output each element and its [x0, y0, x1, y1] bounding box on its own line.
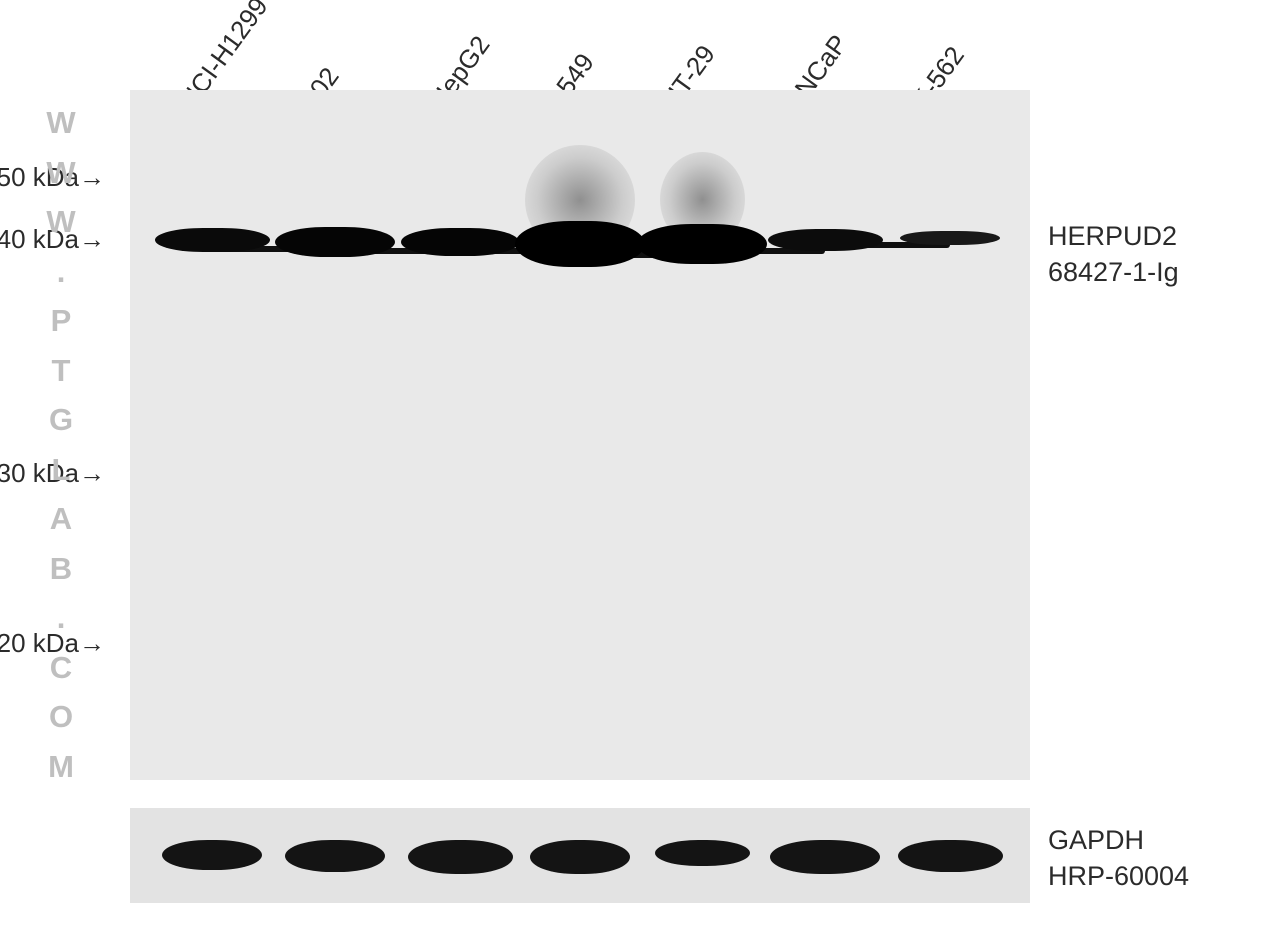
loading-control-label: GAPDH HRP-60004: [1048, 822, 1189, 895]
main-blot-panel: [130, 90, 1030, 780]
loading-band: [408, 840, 513, 874]
loading-band: [285, 840, 385, 872]
wm-char: A: [50, 501, 75, 537]
target-name: HERPUD2: [1048, 218, 1179, 254]
loading-band: [530, 840, 630, 874]
blot-band: [275, 227, 395, 257]
western-blot-figure: W W W . P T G L A B . C O M NCI-H1299 L0…: [0, 0, 1279, 939]
loading-band: [162, 840, 262, 870]
blot-band: [515, 221, 645, 267]
watermark: W W W . P T G L A B . C O M: [35, 105, 90, 785]
wm-char: B: [50, 551, 75, 587]
catalog-number: 68427-1-Ig: [1048, 254, 1179, 290]
wm-char: .: [57, 600, 69, 636]
blot-band: [900, 231, 1000, 245]
loading-target-name: GAPDH: [1048, 822, 1189, 858]
wm-char: M: [48, 749, 77, 785]
wm-char: G: [49, 402, 76, 438]
wm-char: W: [46, 155, 78, 191]
loading-control-panel: [130, 808, 1030, 903]
loading-band: [655, 840, 750, 866]
wm-char: W: [46, 204, 78, 240]
wm-char: L: [52, 452, 74, 488]
blot-band: [637, 224, 767, 264]
blot-band: [401, 228, 519, 256]
loading-catalog-number: HRP-60004: [1048, 858, 1189, 894]
blot-band: [155, 228, 270, 252]
target-label: HERPUD2 68427-1-Ig: [1048, 218, 1179, 291]
loading-band: [898, 840, 1003, 872]
wm-char: W: [46, 105, 78, 141]
wm-char: T: [52, 353, 74, 389]
wm-char: .: [57, 254, 69, 290]
loading-band: [770, 840, 880, 874]
wm-char: C: [50, 650, 75, 686]
wm-char: O: [49, 699, 76, 735]
blot-band: [768, 229, 883, 251]
wm-char: P: [51, 303, 75, 339]
